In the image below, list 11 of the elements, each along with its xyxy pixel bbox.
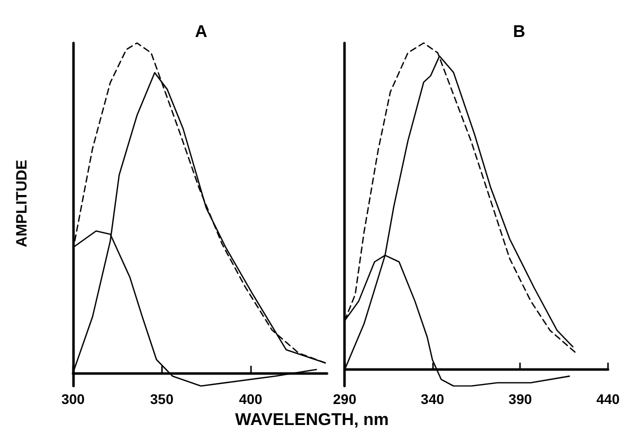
y-axis-title: AMPLITUDE <box>14 158 30 250</box>
x-tick-label: 400 <box>238 391 263 407</box>
chart-title: A <box>195 22 208 41</box>
x-tick-label: 300 <box>61 391 85 407</box>
x-tick-label: 350 <box>150 391 174 407</box>
chart-title: B <box>513 22 526 41</box>
x-tick-label: 390 <box>508 391 532 407</box>
x-tick-label: 290 <box>333 391 357 407</box>
x-axis-title: WAVELENGTH, nm <box>234 410 390 430</box>
x-tick-label: 340 <box>420 391 444 407</box>
x-tick-label: 440 <box>596 391 620 407</box>
